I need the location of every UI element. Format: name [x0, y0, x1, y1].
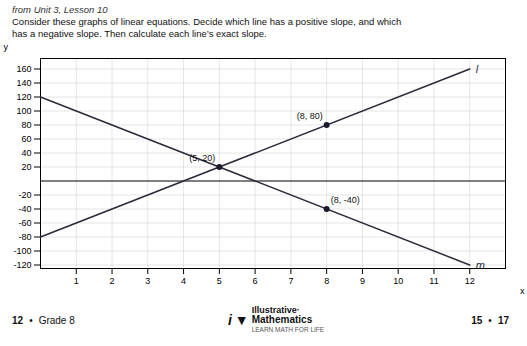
- svg-text:(5, 20): (5, 20): [189, 153, 215, 163]
- svg-text:80: 80: [21, 120, 31, 130]
- html-text:12: 12: [12, 314, 24, 326]
- html-text:i ▼: i ▼: [227, 312, 249, 328]
- html-text:from Unit 3, Lesson 10: from Unit 3, Lesson 10: [12, 4, 108, 15]
- svg-text:-80: -80: [18, 232, 31, 242]
- svg-text:11: 11: [429, 276, 438, 286]
- html-text:Illustrative·: Illustrative·: [251, 305, 300, 315]
- svg-text:-100: -100: [13, 246, 31, 256]
- html-text:Consider these graphs of linea: Consider these graphs of linear equation…: [12, 16, 402, 27]
- svg-text:y: y: [4, 42, 9, 52]
- svg-text:9: 9: [360, 276, 365, 286]
- svg-text:10: 10: [393, 276, 403, 286]
- svg-text:m: m: [476, 259, 485, 271]
- svg-text:1: 1: [74, 276, 79, 286]
- svg-text:-40: -40: [18, 204, 31, 214]
- html-text:Grade 8: Grade 8: [38, 314, 75, 326]
- svg-text:120: 120: [16, 92, 31, 102]
- svg-text:-20: -20: [18, 190, 31, 200]
- svg-text:160: 160: [16, 64, 31, 74]
- html-text:17: 17: [497, 314, 509, 326]
- svg-text:140: 140: [16, 78, 31, 88]
- svg-text:3: 3: [145, 276, 150, 286]
- svg-text:60: 60: [21, 134, 31, 144]
- svg-text:12: 12: [465, 276, 475, 286]
- svg-text:6: 6: [253, 276, 258, 286]
- html-text:15: 15: [471, 314, 483, 326]
- svg-text:8: 8: [324, 276, 329, 286]
- svg-text:l: l: [476, 63, 479, 75]
- svg-text:2: 2: [110, 276, 115, 286]
- svg-text:40: 40: [21, 148, 31, 158]
- svg-text:7: 7: [288, 276, 293, 286]
- html-text:LEARN MATH FOR LIFE: LEARN MATH FOR LIFE: [251, 326, 325, 333]
- html-text:Mathematics: Mathematics: [251, 314, 313, 325]
- svg-text:-60: -60: [18, 218, 31, 228]
- svg-text:20: 20: [21, 162, 31, 172]
- svg-text:(8, -40): (8, -40): [331, 195, 360, 205]
- svg-text:5: 5: [217, 276, 222, 286]
- html-text:has a negative slope. Then cal: has a negative slope. Then calculate eac…: [12, 28, 267, 39]
- svg-text:4: 4: [181, 276, 186, 286]
- svg-text:100: 100: [16, 106, 31, 116]
- svg-text:(8, 80): (8, 80): [297, 111, 323, 121]
- svg-text:-120: -120: [13, 260, 31, 270]
- svg-text:x: x: [520, 286, 525, 296]
